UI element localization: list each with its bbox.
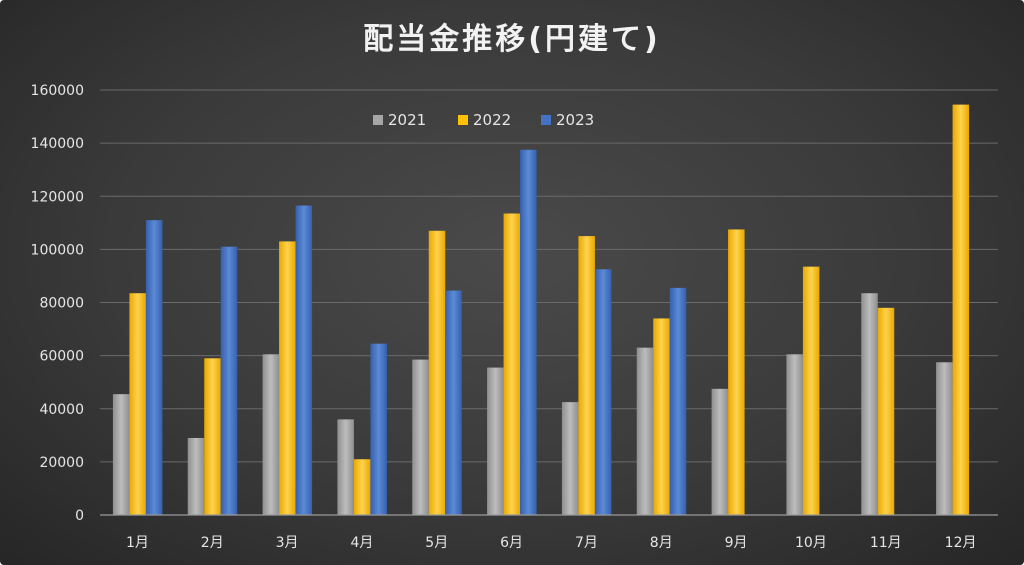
bar-2021-7 xyxy=(561,402,579,515)
x-tick-label: 1月 xyxy=(126,535,149,551)
bar-2022-1 xyxy=(129,293,146,515)
y-tick-label: 160000 xyxy=(31,83,84,99)
y-tick-label: 80000 xyxy=(39,296,84,312)
y-tick-label: 60000 xyxy=(39,349,84,365)
bar-2022-6 xyxy=(503,213,521,515)
bar-2022-8 xyxy=(653,318,670,515)
y-tick-label: 140000 xyxy=(31,136,84,152)
bar-2022-12 xyxy=(952,104,970,515)
legend-label-2021: 2021 xyxy=(388,111,426,129)
x-tick-label: 2月 xyxy=(201,535,224,551)
chart-title: 配当金推移(円建て) xyxy=(363,22,661,57)
x-tick-label: 12月 xyxy=(945,535,977,551)
bar-2021-5 xyxy=(412,359,429,515)
bar-2022-10 xyxy=(802,266,820,515)
bar-2022-4 xyxy=(353,459,371,515)
bar-2021-2 xyxy=(187,437,205,515)
legend-label-2022: 2022 xyxy=(473,111,511,129)
bar-2021-6 xyxy=(487,367,504,515)
bar-2021-3 xyxy=(262,354,280,515)
y-tick-label: 20000 xyxy=(39,455,84,471)
x-tick-label: 4月 xyxy=(350,535,373,551)
bar-2021-4 xyxy=(337,419,354,515)
x-tick-label: 5月 xyxy=(425,535,448,551)
bar-2023-2 xyxy=(220,246,238,515)
bar-2023-3 xyxy=(295,205,313,515)
bar-2022-3 xyxy=(279,241,296,515)
x-tick-label: 8月 xyxy=(650,535,673,551)
y-tick-label: 120000 xyxy=(31,189,84,205)
bar-2022-11 xyxy=(877,307,895,515)
x-tick-label: 6月 xyxy=(500,535,523,551)
bar-2023-8 xyxy=(669,287,687,515)
bar-2023-7 xyxy=(594,269,612,515)
bar-2021-11 xyxy=(861,293,878,515)
legend-swatch-2022 xyxy=(458,115,468,125)
bar-2021-12 xyxy=(936,362,953,515)
x-tick-label: 9月 xyxy=(725,535,748,551)
legend-swatch-2023 xyxy=(541,115,551,125)
x-tick-label: 7月 xyxy=(575,535,598,551)
y-tick-label: 0 xyxy=(75,508,84,524)
bar-2021-9 xyxy=(711,388,729,515)
bar-2023-5 xyxy=(445,290,462,515)
bar-2023-4 xyxy=(370,343,387,515)
bar-2023-1 xyxy=(145,220,163,515)
bar-2021-1 xyxy=(112,394,130,515)
bar-2021-10 xyxy=(786,354,803,515)
x-tick-label: 10月 xyxy=(795,535,827,551)
x-tick-label: 3月 xyxy=(276,535,299,551)
y-tick-label: 100000 xyxy=(31,242,84,258)
y-tick-label: 40000 xyxy=(39,402,84,418)
bar-2022-9 xyxy=(728,229,745,515)
legend-swatch-2021 xyxy=(373,115,383,125)
legend-label-2023: 2023 xyxy=(556,111,594,129)
bar-2022-7 xyxy=(578,236,595,515)
bar-2022-5 xyxy=(428,230,446,515)
bar-2022-2 xyxy=(204,358,221,515)
bar-2021-8 xyxy=(636,347,654,515)
x-tick-label: 11月 xyxy=(870,535,902,551)
bar-2023-6 xyxy=(520,149,537,515)
